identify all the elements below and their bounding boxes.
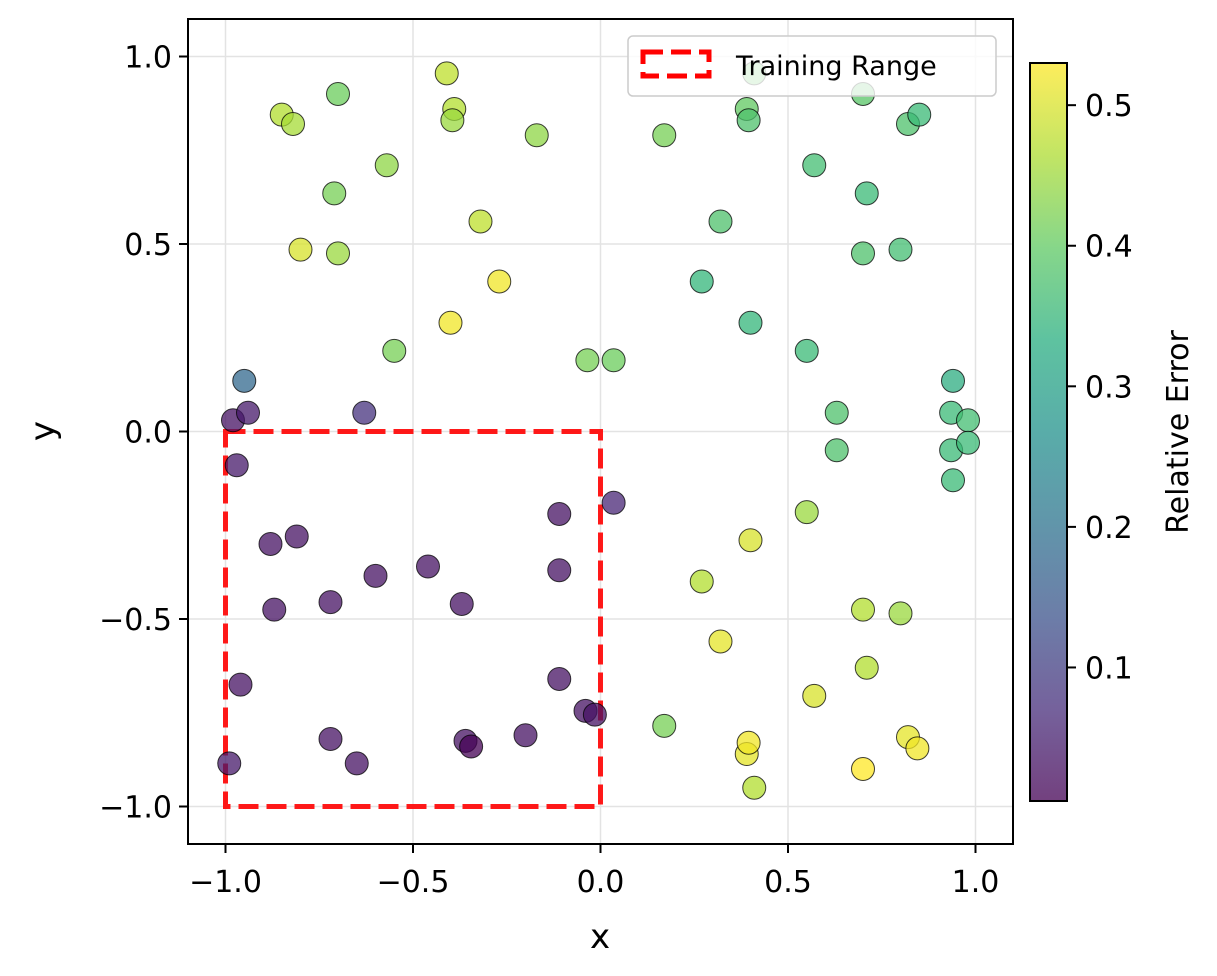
data-point-50 [802, 153, 827, 178]
colorbar-frame [1029, 62, 1068, 802]
data-point-1 [236, 400, 260, 425]
data-point-64 [941, 468, 965, 493]
data-point-14 [601, 490, 626, 515]
data-point-15 [547, 667, 572, 691]
colorbar-label: Relative Error [1161, 330, 1196, 534]
data-point-54 [888, 237, 913, 262]
data-point-7 [262, 597, 287, 622]
data-point-35 [326, 241, 350, 266]
data-point-13 [547, 558, 572, 583]
data-point-11 [449, 592, 474, 616]
data-point-28 [434, 61, 459, 86]
data-point-6 [284, 524, 309, 549]
data-point-21 [344, 751, 369, 776]
y-tick-label-4: 1.0 [124, 41, 172, 76]
y-tick-label-1: −0.5 [99, 603, 172, 638]
data-point-57 [824, 400, 849, 425]
colorbar-tick-label-4: 0.5 [1085, 89, 1133, 124]
data-point-18 [228, 672, 253, 697]
data-point-58 [824, 438, 849, 463]
data-point-26 [281, 112, 305, 136]
data-point-45 [736, 108, 761, 133]
data-point-49 [794, 338, 819, 363]
data-point-63 [956, 430, 980, 455]
colorbar-tick-label-0: 0.1 [1085, 651, 1133, 686]
data-point-61 [956, 408, 980, 433]
data-point-77 [851, 757, 875, 781]
legend: Training Range [627, 35, 997, 97]
y-tick-label-0: −1.0 [99, 791, 172, 826]
y-tick-label-2: 0.0 [124, 416, 172, 451]
data-point-68 [708, 629, 733, 654]
colorbar-tick-label-1: 0.2 [1085, 511, 1133, 546]
training-range-box [223, 429, 603, 809]
data-point-41 [601, 348, 626, 373]
y-axis-ticks: −1.0 −0.5 0.0 0.5 1.0 [99, 41, 188, 826]
x-tick-label-3: 0.5 [764, 865, 812, 900]
data-point-3 [352, 400, 377, 425]
data-point-52 [854, 181, 879, 206]
data-point-79 [905, 736, 930, 761]
data-point-9 [363, 563, 388, 588]
y-tick-label-3: 0.5 [124, 228, 172, 263]
colorbar-ticks: 0.1 0.2 0.3 0.4 0.5 [1067, 89, 1133, 686]
data-point-27 [326, 82, 350, 106]
data-point-39 [382, 338, 407, 363]
data-point-47 [689, 269, 714, 294]
colorbar-tick-label-2: 0.3 [1085, 370, 1133, 405]
x-axis-label: x [590, 917, 610, 957]
data-point-71 [888, 601, 913, 626]
training-range-rect [223, 429, 603, 809]
data-point-20 [318, 727, 343, 751]
data-point-70 [851, 597, 875, 622]
data-point-46 [708, 209, 733, 234]
data-point-32 [374, 153, 399, 178]
data-point-17 [582, 702, 607, 727]
data-point-72 [854, 655, 879, 680]
data-point-56 [907, 102, 932, 127]
data-point-73 [802, 683, 827, 708]
data-point-24 [513, 723, 538, 748]
data-point-53 [851, 241, 875, 266]
data-point-5 [258, 532, 283, 556]
x-tick-label-2: 0.0 [577, 865, 625, 900]
x-tick-label-4: 1.0 [952, 865, 1000, 900]
data-point-19 [217, 751, 242, 776]
data-point-34 [288, 237, 313, 262]
y-axis-label: y [23, 421, 63, 441]
data-point-2 [232, 368, 257, 393]
data-point-23 [459, 734, 484, 759]
data-point-69 [652, 713, 677, 738]
data-point-37 [487, 269, 512, 294]
legend-entry-training-range: Training Range [735, 51, 937, 82]
data-point-65 [794, 500, 819, 525]
x-tick-label-1: −0.5 [377, 865, 450, 900]
data-point-4 [224, 453, 249, 478]
data-point-75 [736, 730, 761, 755]
data-point-59 [941, 368, 965, 393]
data-point-38 [438, 310, 463, 335]
colorbar-gradient [1030, 63, 1067, 801]
colorbar: 0.1 0.2 0.3 0.4 0.5 Relative Error [1029, 62, 1196, 802]
data-point-36 [468, 209, 493, 234]
data-point-33 [322, 181, 347, 206]
data-point-66 [738, 528, 763, 553]
data-point-12 [547, 502, 572, 526]
data-point-42 [652, 123, 677, 148]
colorbar-tick-label-3: 0.4 [1085, 230, 1133, 265]
data-point-48 [738, 310, 763, 335]
data-point-40 [575, 348, 600, 373]
data-points [217, 61, 980, 800]
legend-swatch [640, 49, 712, 79]
legend-frame [627, 35, 997, 97]
data-point-67 [689, 569, 714, 594]
x-tick-label-0: −1.0 [189, 865, 262, 900]
data-point-31 [524, 123, 549, 148]
x-axis-ticks: −1.0 −0.5 0.0 0.5 1.0 [189, 844, 999, 900]
data-point-8 [318, 590, 343, 615]
data-point-30 [440, 108, 465, 133]
data-point-10 [416, 554, 440, 579]
data-point-76 [742, 775, 767, 800]
